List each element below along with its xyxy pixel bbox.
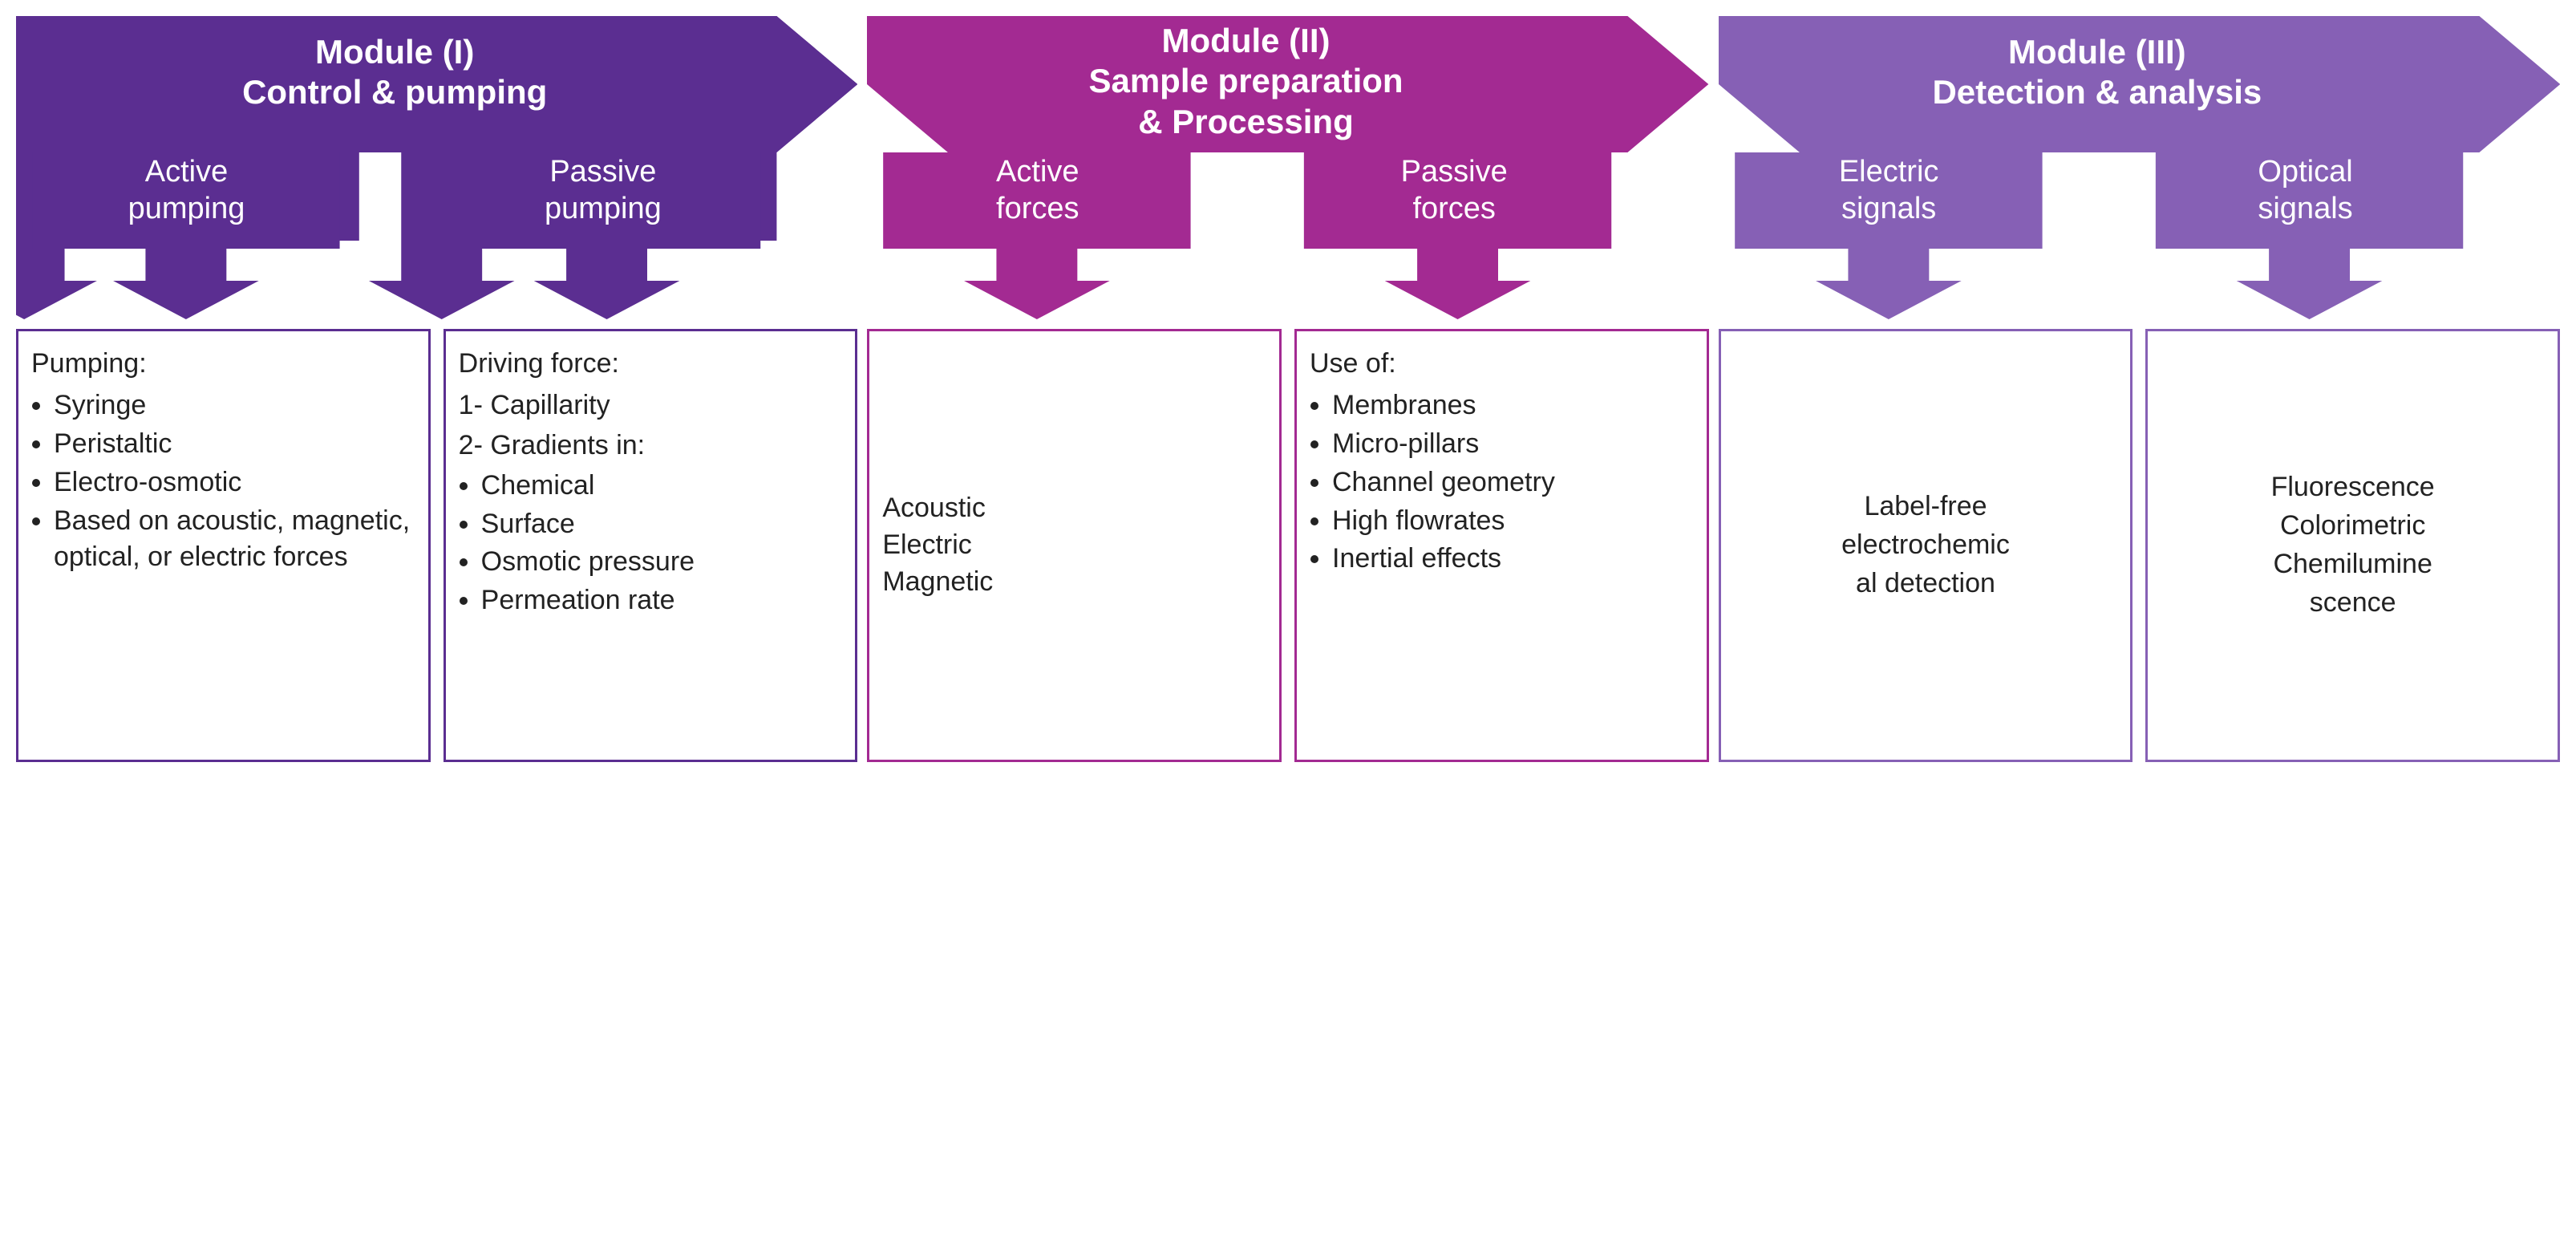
module-3-right-box: Fluorescence Colorimetric Chemilumine sc… [2145, 329, 2560, 762]
centered-line: Fluorescence [2161, 469, 2545, 506]
list-item: Peristaltic [54, 426, 415, 463]
module-1-title: Module (I) Control & pumping [16, 32, 773, 113]
module-1-right-branch-l1: Passive [448, 154, 758, 191]
list-item: Syringe [54, 387, 415, 424]
module-3-right-branch-l1: Optical [2150, 154, 2461, 191]
module-1-right-box: Driving force: 1- Capillarity 2- Gradien… [444, 329, 858, 762]
module-3-chevron: Module (III) Detection & analysis Electr… [1719, 16, 2560, 321]
module-3-title-line1: Module (III) [1719, 32, 2476, 72]
module-2-right-arrow [1385, 249, 1531, 319]
centered-line: Label-free [1734, 489, 2118, 525]
module-3-left-branch-l2: signals [1734, 191, 2044, 228]
centered-line: al detection [1734, 566, 2118, 602]
module-1-left-branch: Active pumping [31, 154, 342, 227]
module-1-chevron: Module (I) Control & pumping Active pump… [16, 16, 857, 321]
module-3-left-lines: Label-free electrochemic al detection [1734, 487, 2118, 604]
module-1-right-branch: Passive pumping [448, 154, 758, 227]
centered-line: scence [2161, 585, 2545, 622]
module-1-title-line1: Module (I) [16, 32, 773, 72]
module-3-title: Module (III) Detection & analysis [1719, 32, 2476, 113]
module-1-numbered-2: 2- Gradients in: [459, 428, 843, 464]
module-3: Module (III) Detection & analysis Electr… [1719, 16, 2560, 762]
list-item: Chemical [481, 468, 843, 505]
module-1-left-arrow [113, 249, 259, 319]
module-3-right-lines: Fluorescence Colorimetric Chemilumine sc… [2161, 468, 2545, 623]
module-2: Module (II) Sample preparation & Process… [867, 16, 1708, 762]
module-2-right-heading: Use of: [1310, 346, 1694, 383]
centered-line: Colorimetric [2161, 508, 2545, 545]
module-2-left-branch: Active forces [882, 154, 1193, 227]
module-2-left-box: Acoustic Electric Magnetic [867, 329, 1282, 762]
module-1-right-list: Chemical Surface Osmotic pressure Permea… [459, 466, 843, 622]
list-item: Micro-pillars [1332, 426, 1694, 463]
centered-line: electrochemic [1734, 527, 2118, 564]
module-2-chevron: Module (II) Sample preparation & Process… [867, 16, 1708, 321]
numbered-text: Gradients in: [490, 430, 645, 460]
list-item: Permeation rate [481, 582, 843, 619]
module-2-title: Module (II) Sample preparation & Process… [867, 21, 1624, 142]
module-1-boxes: Pumping: Syringe Peristaltic Electro-osm… [16, 329, 857, 762]
module-1-numbered-1: 1- Capillarity [459, 387, 843, 424]
list-item: High flowrates [1332, 503, 1694, 540]
list-item: Osmotic pressure [481, 544, 843, 581]
module-1-left-branch-l2: pumping [31, 191, 342, 228]
module-1: Module (I) Control & pumping Active pump… [16, 16, 857, 762]
module-3-branch-labels: Electric signals Optical signals [1719, 154, 2476, 227]
list-item: Electro-osmotic [54, 464, 415, 501]
module-3-left-branch-l1: Electric [1734, 154, 2044, 191]
flow-diagram: Module (I) Control & pumping Active pump… [16, 16, 2560, 762]
module-1-right-arrow [534, 249, 680, 319]
module-3-right-arrow [2236, 249, 2382, 319]
numbered-text: Capillarity [490, 390, 610, 420]
module-2-left-branch-l1: Active [882, 154, 1193, 191]
module-2-branch-labels: Active forces Passive forces [867, 154, 1624, 227]
module-3-left-branch: Electric signals [1734, 154, 2044, 227]
module-2-left-line: Acoustic [882, 490, 1266, 527]
module-1-right-branch-l2: pumping [448, 191, 758, 228]
module-2-left-branch-l2: forces [882, 191, 1193, 228]
module-2-right-branch-l1: Passive [1299, 154, 1610, 191]
module-2-right-branch: Passive forces [1299, 154, 1610, 227]
module-3-right-branch-l2: signals [2150, 191, 2461, 228]
list-item: Channel geometry [1332, 464, 1694, 501]
module-2-title-line2: Sample preparation [867, 61, 1624, 101]
module-3-boxes: Label-free electrochemic al detection Fl… [1719, 329, 2560, 762]
module-2-left-line: Magnetic [882, 564, 1266, 601]
module-2-right-box: Use of: Membranes Micro-pillars Channel … [1294, 329, 1709, 762]
module-2-left-line: Electric [882, 527, 1266, 564]
list-item: Based on acoustic, magnetic, optical, or… [54, 503, 415, 577]
module-2-boxes: Acoustic Electric Magnetic Use of: Membr… [867, 329, 1708, 762]
module-1-right-heading: Driving force: [459, 346, 843, 383]
module-3-left-box: Label-free electrochemic al detection [1719, 329, 2133, 762]
list-item: Inertial effects [1332, 541, 1694, 578]
module-3-left-arrow [1816, 249, 1962, 319]
module-2-right-branch-l2: forces [1299, 191, 1610, 228]
module-3-title-line2: Detection & analysis [1719, 72, 2476, 112]
centered-line: Chemilumine [2161, 546, 2545, 583]
module-1-left-heading: Pumping: [31, 346, 415, 383]
module-1-branch-labels: Active pumping Passive pumping [16, 154, 773, 227]
list-item: Membranes [1332, 387, 1694, 424]
module-1-left-branch-l1: Active [31, 154, 342, 191]
module-1-left-box: Pumping: Syringe Peristaltic Electro-osm… [16, 329, 431, 762]
module-3-right-branch: Optical signals [2150, 154, 2461, 227]
module-2-right-list: Membranes Micro-pillars Channel geometry… [1310, 386, 1694, 579]
module-2-left-arrow [964, 249, 1110, 319]
list-item: Surface [481, 506, 843, 543]
module-1-title-line2: Control & pumping [16, 72, 773, 112]
module-1-left-list: Syringe Peristaltic Electro-osmotic Base… [31, 386, 415, 578]
module-2-title-line3: & Processing [867, 102, 1624, 142]
module-2-title-line1: Module (II) [867, 21, 1624, 61]
